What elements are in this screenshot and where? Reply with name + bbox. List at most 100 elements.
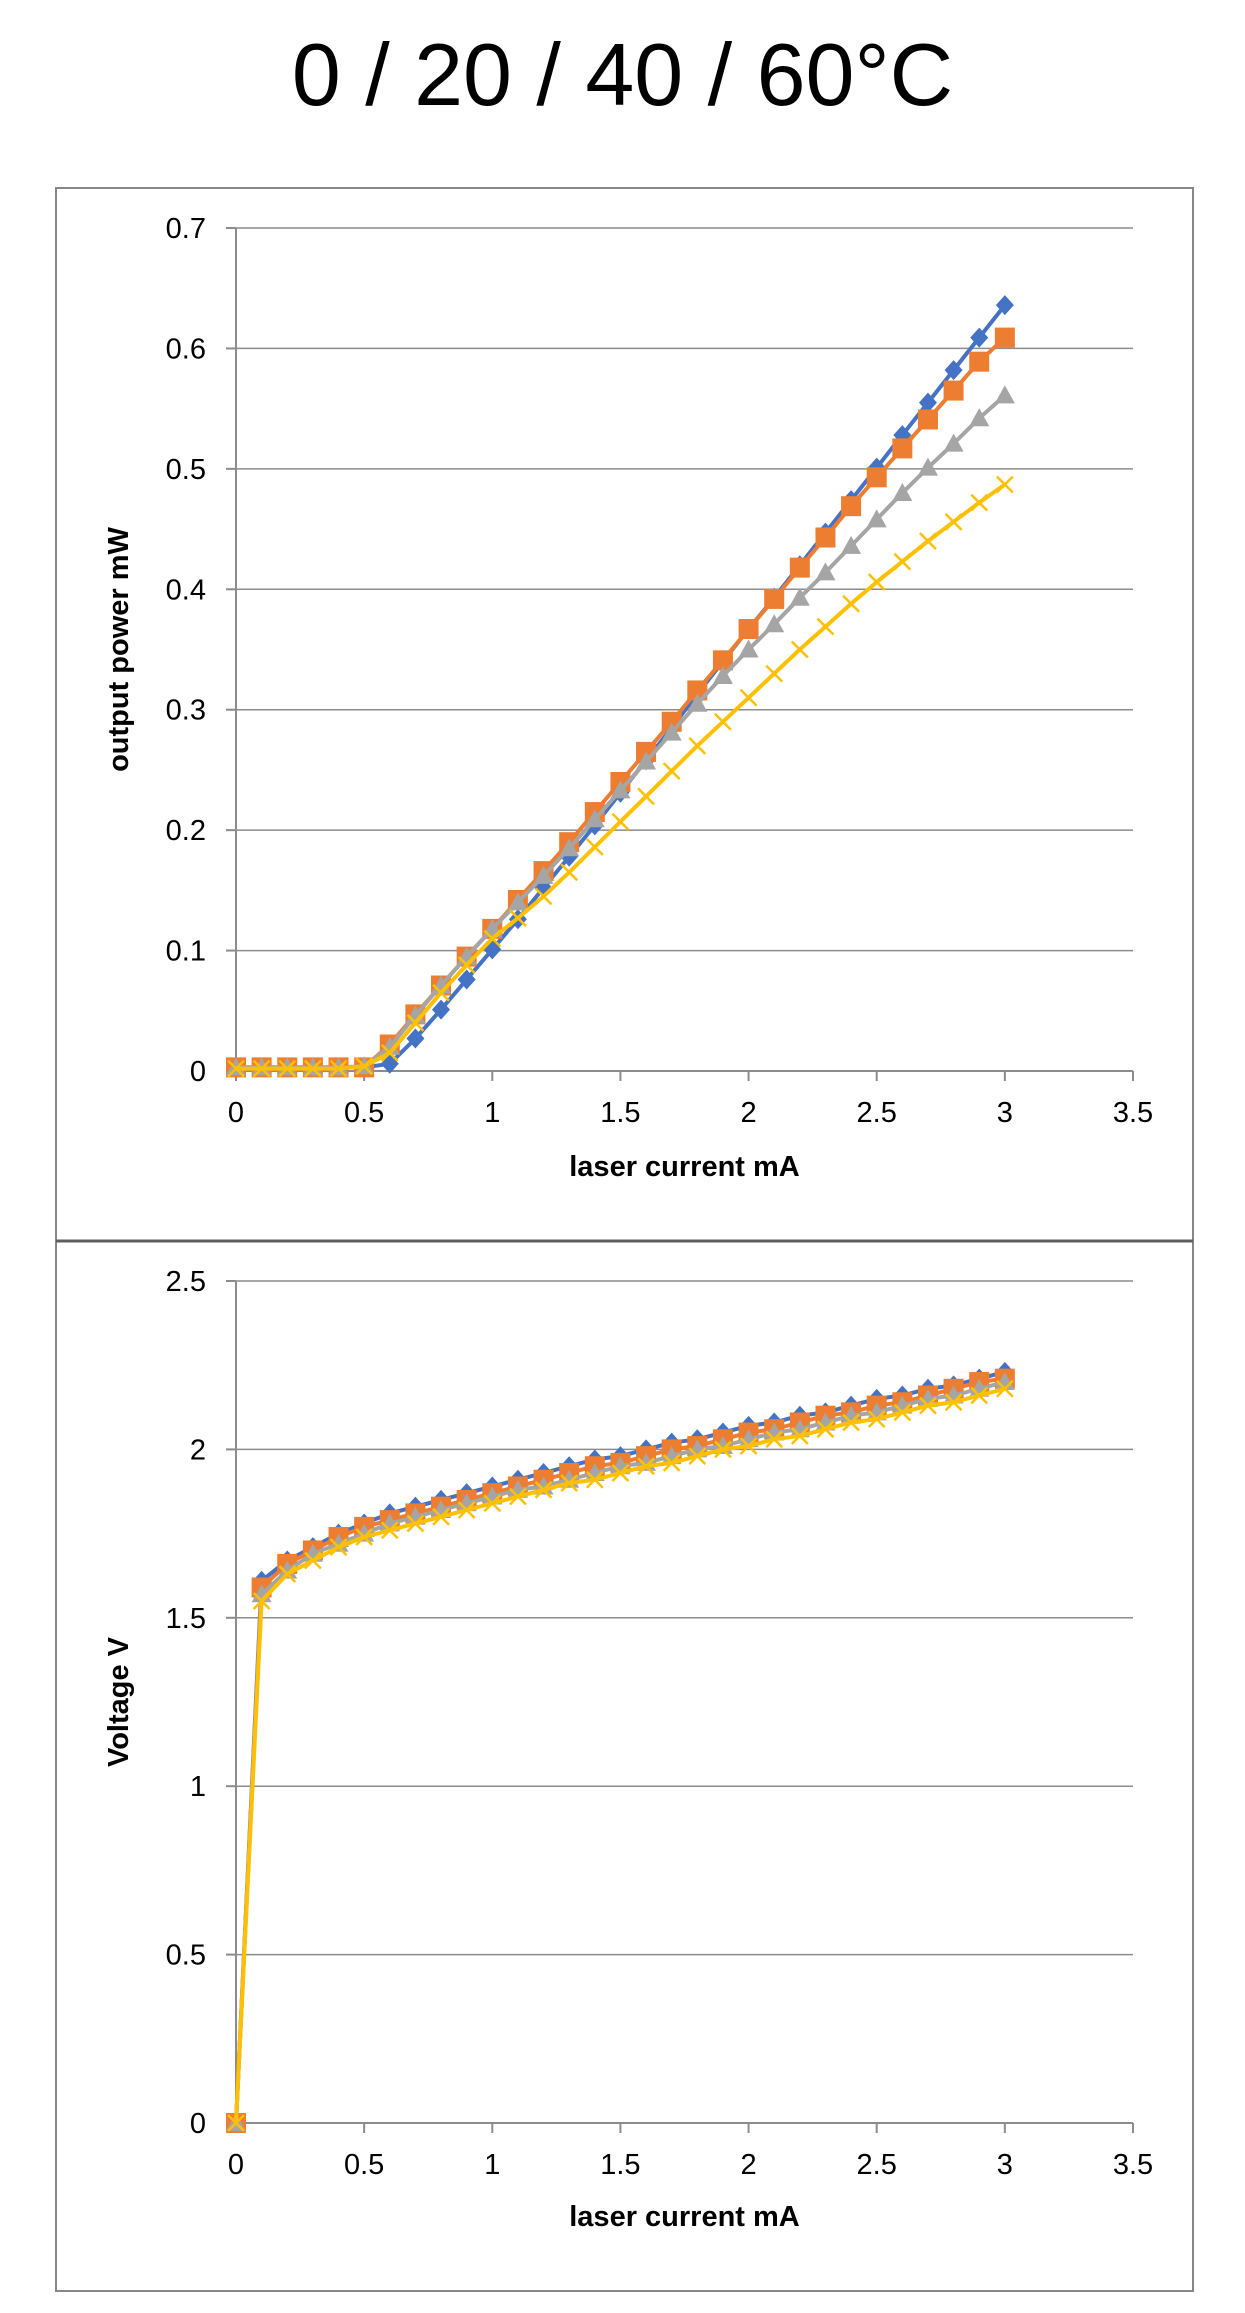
y-tick-label: 0.5: [166, 1940, 206, 1972]
data-point: [355, 1057, 374, 1076]
data-point: [406, 1028, 425, 1049]
power-chart: 0 0.1 0.2 0.3 0.4 0.5 0.6 0.7 0 0.5 1 1.5 2 2.5 3 3.5 la…: [103, 213, 1153, 1183]
y-axis-title: Voltage V: [103, 1636, 135, 1767]
data-point: [944, 1393, 963, 1412]
data-point: [944, 360, 963, 381]
data-point: [637, 1457, 655, 1476]
data-point: [406, 1013, 425, 1032]
data-point: [380, 1044, 399, 1062]
x-tick-label: 1: [484, 1097, 500, 1129]
data-point: [943, 433, 964, 452]
data-point: [994, 385, 1015, 404]
x-tick-label: 2: [741, 2149, 757, 2181]
data-point: [457, 956, 476, 974]
y-tick-label: 0.1: [166, 936, 206, 968]
data-point: [302, 1057, 323, 1076]
x-tick-label: 3: [997, 2149, 1013, 2181]
series-60°C: [227, 475, 1014, 1078]
data-point: [560, 863, 579, 882]
series-40°C: [226, 385, 1015, 1076]
data-point: [841, 535, 862, 554]
x-tick-label: 1.5: [600, 1097, 640, 1129]
data-point: [739, 1437, 758, 1455]
x-tick-label: 1: [484, 2149, 500, 2181]
data-point: [483, 929, 502, 948]
series-60°C: [227, 1379, 1014, 2132]
data-point: [379, 1036, 400, 1055]
data-point: [919, 532, 937, 550]
data-point: [919, 1396, 937, 1415]
data-point: [328, 1057, 349, 1076]
data-point: [688, 736, 707, 755]
data-point: [712, 665, 733, 684]
data-point: [866, 467, 887, 488]
data-point: [457, 969, 476, 990]
y-tick-label: 0.7: [166, 213, 206, 245]
power-chart-panel: [55, 187, 1194, 1242]
data-point: [892, 482, 913, 501]
data-point: [227, 2114, 245, 2132]
data-point: [509, 909, 527, 927]
data-point: [662, 1453, 681, 1472]
x-tick-label: 0.5: [344, 2149, 384, 2181]
x-tick-label: 0: [228, 1097, 244, 1129]
x-tick-label: 2.5: [857, 2149, 897, 2181]
y-tick-label: 0.6: [166, 333, 206, 365]
data-point: [816, 1420, 835, 1439]
x-tick-label: 1.5: [600, 2149, 640, 2181]
y-tick-label: 0.3: [166, 695, 206, 727]
y-tick-label: 0.4: [166, 574, 206, 606]
data-point: [842, 594, 860, 613]
data-point: [893, 1403, 912, 1422]
y-axis-title: output power mW: [103, 526, 135, 771]
x-tick-label: 0: [228, 2149, 244, 2181]
data-point: [585, 1470, 604, 1489]
data-point: [944, 512, 963, 531]
data-point: [584, 809, 605, 828]
data-point: [329, 1538, 348, 1556]
data-point: [329, 1059, 348, 1078]
data-point: [739, 688, 758, 707]
data-point: [278, 1059, 297, 1078]
data-point: [969, 408, 990, 427]
data-point: [304, 1551, 322, 1570]
y-tick-label: 0.5: [166, 454, 206, 486]
x-axis-title: laser current mA: [569, 2201, 800, 2233]
voltage-chart: 0 0.5 1 1.5 2 2.5 0 0.5 1 1.5 2 2.5 3 3.5 laser curren…: [103, 1266, 1153, 2233]
data-point: [790, 640, 809, 659]
data-point: [304, 1059, 322, 1078]
data-point: [483, 1494, 502, 1513]
data-point: [226, 1057, 246, 1076]
data-point: [867, 573, 886, 591]
data-point: [509, 1487, 527, 1506]
data-point: [816, 617, 835, 636]
x-tick-label: 3.5: [1113, 2149, 1153, 2181]
data-point: [432, 1507, 450, 1526]
voltage-chart-panel: [55, 1240, 1194, 2292]
data-point: [994, 327, 1015, 348]
data-point: [355, 1528, 374, 1546]
data-point: [560, 1474, 579, 1492]
data-point: [918, 392, 937, 413]
data-point: [765, 664, 784, 683]
data-point: [533, 865, 554, 884]
page-title: 0 / 20 / 40 / 60°C: [291, 25, 954, 124]
data-point: [688, 1447, 707, 1466]
data-point: [970, 493, 989, 512]
data-point: [252, 1592, 271, 1610]
data-point: [917, 409, 938, 430]
data-point: [917, 457, 938, 476]
data-point: [661, 722, 682, 741]
data-point: [815, 562, 836, 581]
data-point: [866, 509, 887, 528]
x-tick-label: 2.5: [857, 1097, 897, 1129]
data-point: [662, 762, 681, 781]
data-point: [277, 1560, 298, 1579]
data-point: [970, 1386, 989, 1405]
y-tick-label: 1.5: [166, 1603, 206, 1635]
x-tick-label: 3: [997, 1097, 1013, 1129]
data-point: [970, 327, 989, 348]
data-point: [789, 587, 810, 606]
data-point: [738, 619, 759, 640]
data-point: [841, 496, 862, 517]
